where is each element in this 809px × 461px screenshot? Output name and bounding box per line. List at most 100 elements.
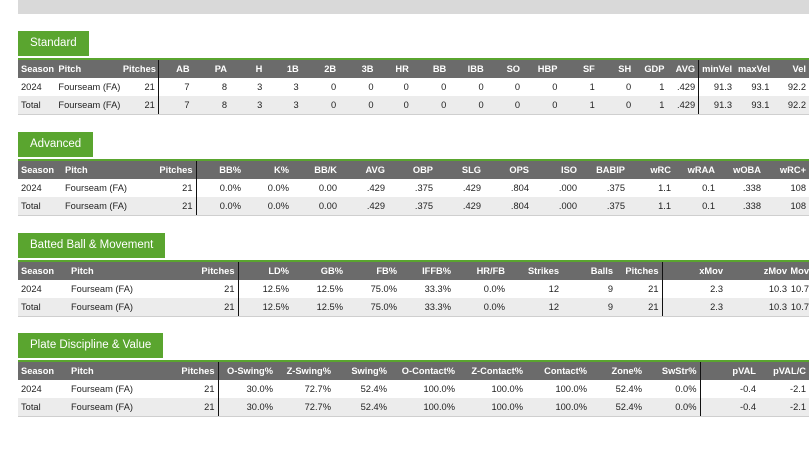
col-header[interactable]: Contact% xyxy=(526,362,590,380)
cell: 52.4% xyxy=(334,398,390,417)
col-header[interactable]: Z-Swing% xyxy=(276,362,334,380)
col-header[interactable]: HR xyxy=(376,60,412,78)
col-header[interactable]: FB% xyxy=(346,262,400,280)
cell: 0 xyxy=(368,82,374,92)
col-header[interactable]: SH xyxy=(597,60,635,78)
cell: .000 xyxy=(532,197,580,216)
cell: 52.4% xyxy=(590,398,645,417)
col-header[interactable]: GDP xyxy=(634,60,668,78)
cell: .429 xyxy=(667,78,700,96)
col-header[interactable]: maxVel xyxy=(735,60,773,78)
col-header[interactable]: Pitch xyxy=(68,362,168,380)
col-header[interactable]: zMov xyxy=(726,262,790,280)
col-header[interactable]: Season xyxy=(18,60,56,78)
col-header[interactable]: pVAL/C xyxy=(759,362,809,380)
col-header[interactable]: SF xyxy=(560,60,598,78)
cell: 3 xyxy=(257,82,263,92)
col-header[interactable]: SLG xyxy=(436,161,484,179)
col-header[interactable]: K% xyxy=(244,161,292,179)
col-header[interactable]: AVG xyxy=(667,60,700,78)
cell: .804 xyxy=(510,183,529,193)
cell: Total xyxy=(18,197,62,216)
col-header[interactable]: wRC+ xyxy=(764,161,809,179)
col-header[interactable]: Pitches xyxy=(616,262,663,280)
cell: -2.1 xyxy=(759,398,809,417)
col-header[interactable]: BABIP xyxy=(580,161,628,179)
col-header[interactable]: wOBA xyxy=(718,161,764,179)
col-header[interactable]: O-Swing% xyxy=(218,362,276,380)
cell: 33.3% xyxy=(424,284,451,294)
col-header[interactable]: SwStr% xyxy=(645,362,701,380)
col-header[interactable]: AVG xyxy=(340,161,388,179)
col-header[interactable]: HR/FB xyxy=(454,262,508,280)
col-header[interactable]: Vel xyxy=(772,60,809,78)
col-header[interactable]: Pitches xyxy=(176,262,239,280)
col-header[interactable]: pVAL xyxy=(700,362,759,380)
tab-advanced[interactable]: Advanced xyxy=(18,132,94,157)
col-header[interactable]: Mov xyxy=(790,262,809,280)
col-header[interactable]: 3B xyxy=(339,60,377,78)
col-header[interactable]: O-Contact% xyxy=(390,362,458,380)
cell: 52.4% xyxy=(615,384,642,394)
cell: 0 xyxy=(478,82,484,92)
col-header[interactable]: IFFB% xyxy=(400,262,454,280)
col-header[interactable]: Zone% xyxy=(590,362,645,380)
cell: 91.3 xyxy=(713,82,733,92)
col-header[interactable]: Balls xyxy=(562,262,616,280)
cell: 100.0% xyxy=(390,398,458,417)
cell: 108 xyxy=(790,183,806,193)
col-header[interactable]: Pitches xyxy=(119,60,159,78)
batted-ball-table: Season Pitch Pitches LD% GB% FB% IFFB% H… xyxy=(18,262,809,317)
col-header[interactable]: Pitch xyxy=(55,60,120,78)
col-header[interactable]: 1B xyxy=(265,60,302,78)
tab-batted-ball-movement[interactable]: Batted Ball & Movement xyxy=(18,233,166,258)
col-header[interactable]: SO xyxy=(486,60,524,78)
advanced-table: Season Pitch Pitches BB% K% BB/K AVG OBP… xyxy=(18,161,809,216)
cell: 12.5% xyxy=(262,284,289,294)
col-header[interactable]: 2B xyxy=(301,60,340,78)
col-header[interactable]: AB xyxy=(158,60,193,78)
cell: -0.4 xyxy=(739,384,756,394)
col-header[interactable]: Pitches xyxy=(168,362,219,380)
col-header[interactable]: Season xyxy=(18,362,68,380)
cell: 0.0% xyxy=(645,398,701,417)
col-header[interactable]: OPS xyxy=(484,161,532,179)
cell: 0 xyxy=(449,96,487,115)
cell: .375 xyxy=(580,197,628,216)
cell: Total xyxy=(18,298,68,317)
col-header[interactable]: H xyxy=(230,60,266,78)
col-header[interactable]: HBP xyxy=(523,60,561,78)
table-row: Total Fourseam (FA) 21 0.0% 0.0% 0.00 .4… xyxy=(18,197,809,216)
tab-standard[interactable]: Standard xyxy=(18,31,89,56)
col-header[interactable]: Swing% xyxy=(334,362,390,380)
col-header[interactable]: OBP xyxy=(388,161,436,179)
cell: 21 xyxy=(168,380,219,398)
cell: Fourseam (FA) xyxy=(62,197,152,216)
cell: 2024 xyxy=(21,82,42,92)
cell: Total xyxy=(18,398,68,417)
col-header[interactable]: minVel xyxy=(698,60,736,78)
col-header[interactable]: Pitches xyxy=(152,161,197,179)
col-header[interactable]: Z-Contact% xyxy=(458,362,526,380)
cell: Fourseam (FA) xyxy=(71,384,133,394)
cell: -0.4 xyxy=(700,398,759,417)
col-header[interactable]: PA xyxy=(192,60,230,78)
col-header[interactable]: BB% xyxy=(196,161,244,179)
col-header[interactable]: GB% xyxy=(292,262,346,280)
col-header[interactable]: IBB xyxy=(449,60,487,78)
cell: 21 xyxy=(176,298,239,317)
col-header[interactable]: wRC xyxy=(628,161,674,179)
col-header[interactable]: Pitch xyxy=(68,262,176,280)
col-header[interactable]: ISO xyxy=(532,161,580,179)
col-header[interactable]: BB/K xyxy=(292,161,340,179)
col-header[interactable]: Season xyxy=(18,161,62,179)
col-header[interactable]: Season xyxy=(18,262,68,280)
cell: 30.0% xyxy=(218,398,276,417)
col-header[interactable]: Pitch xyxy=(62,161,152,179)
col-header[interactable]: LD% xyxy=(238,262,292,280)
col-header[interactable]: Strikes xyxy=(508,262,562,280)
col-header[interactable]: wRAA xyxy=(674,161,718,179)
tab-plate-discipline-value[interactable]: Plate Discipline & Value xyxy=(18,333,164,358)
col-header[interactable]: BB xyxy=(411,60,450,78)
col-header[interactable]: xMov xyxy=(662,262,726,280)
